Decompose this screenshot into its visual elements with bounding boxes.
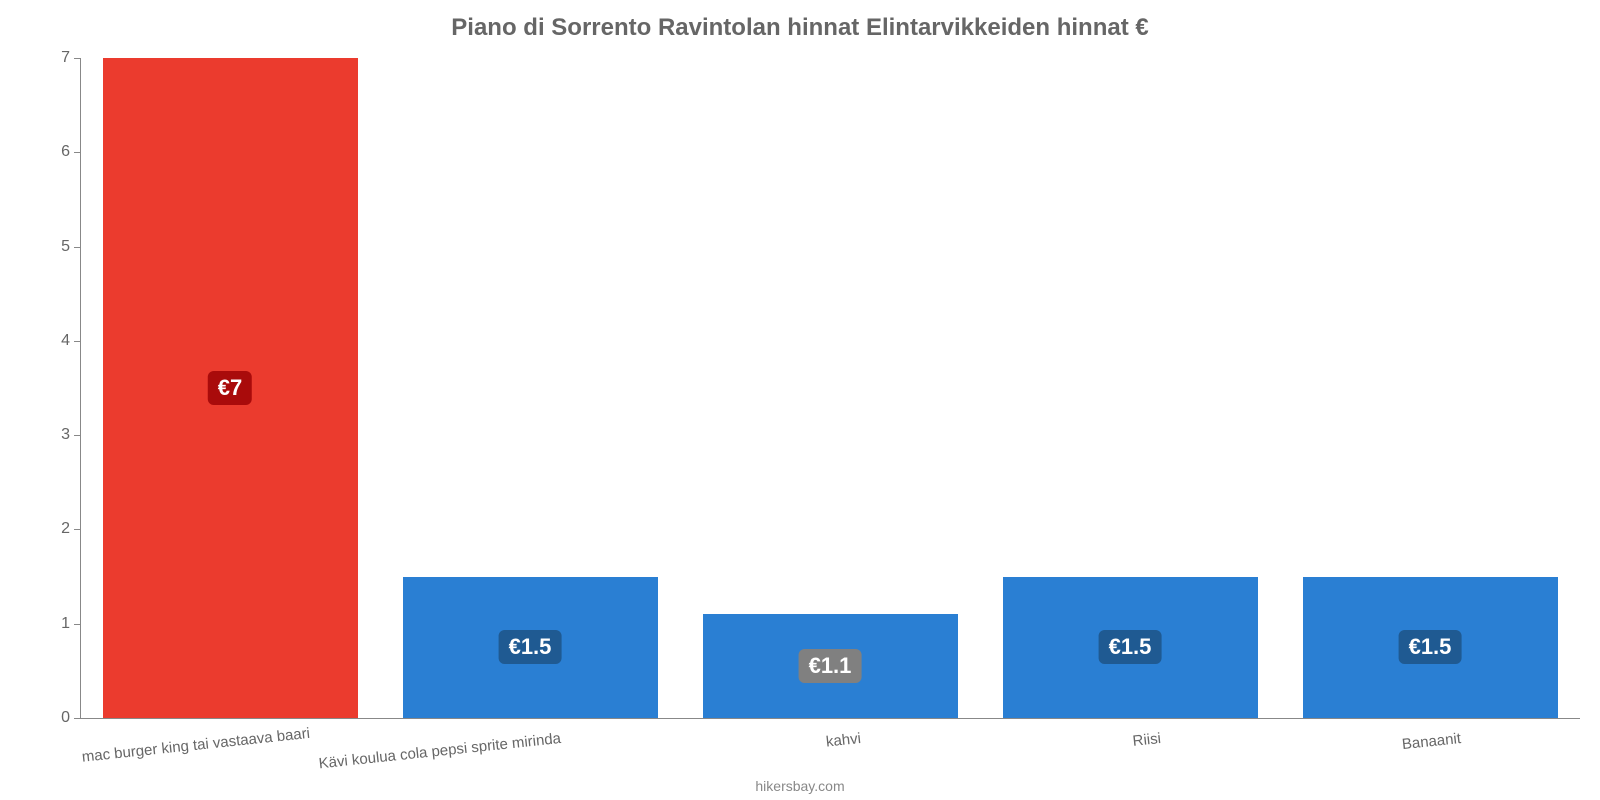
y-tick-label: 7 (40, 49, 70, 67)
x-category-label: mac burger king tai vastaava baari (81, 730, 262, 766)
y-tick-mark (74, 247, 80, 248)
y-tick-mark (74, 529, 80, 530)
y-tick-mark (74, 152, 80, 153)
bar-value-label: €1.1 (799, 649, 862, 683)
y-tick-label: 1 (40, 615, 70, 633)
y-tick-mark (74, 341, 80, 342)
bar-value-label: €1.5 (1399, 630, 1462, 664)
attribution-text: hikersbay.com (0, 778, 1600, 794)
y-axis (80, 58, 81, 718)
y-tick-label: 4 (40, 332, 70, 350)
chart-title: Piano di Sorrento Ravintolan hinnat Elin… (0, 14, 1600, 42)
y-tick-label: 0 (40, 709, 70, 727)
bar-value-label: €7 (208, 371, 252, 405)
y-tick-mark (74, 718, 80, 719)
x-axis (80, 718, 1580, 719)
bar-value-label: €1.5 (499, 630, 562, 664)
plot-area: 01234567€7mac burger king tai vastaava b… (80, 58, 1580, 718)
y-tick-mark (74, 435, 80, 436)
bar-value-label: €1.5 (1099, 630, 1162, 664)
y-tick-label: 2 (40, 520, 70, 538)
y-tick-label: 3 (40, 426, 70, 444)
price-bar-chart: Piano di Sorrento Ravintolan hinnat Elin… (0, 0, 1600, 800)
y-tick-label: 5 (40, 238, 70, 256)
y-tick-mark (74, 624, 80, 625)
y-tick-mark (74, 58, 80, 59)
y-tick-label: 6 (40, 143, 70, 161)
